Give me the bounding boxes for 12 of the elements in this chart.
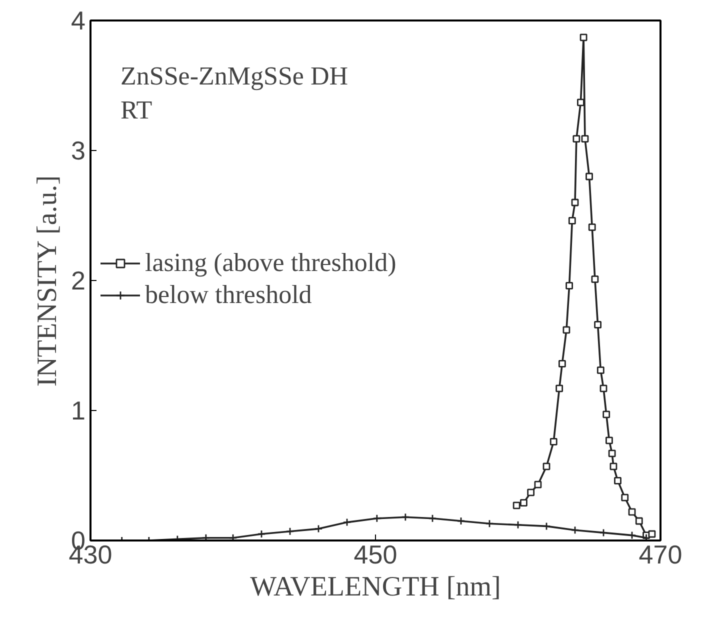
y-tick-label: 2 bbox=[71, 266, 86, 296]
y-tick-label: 3 bbox=[71, 136, 86, 166]
x-axis-title: WAVELENGTH [nm] bbox=[250, 572, 501, 602]
legend-label: below threshold bbox=[145, 280, 312, 310]
y-axis-title: INTENSITY [a.u.] bbox=[32, 175, 64, 387]
annotation: RT bbox=[120, 96, 152, 124]
y-tick-label: 1 bbox=[71, 396, 86, 426]
legend-label: lasing (above threshold) bbox=[145, 248, 396, 278]
annotation: ZnSSe-ZnMgSSe DH bbox=[120, 62, 348, 90]
y-tick-label: 4 bbox=[71, 6, 86, 36]
x-tick-label: 470 bbox=[638, 540, 682, 570]
x-tick-label: 450 bbox=[354, 540, 398, 570]
